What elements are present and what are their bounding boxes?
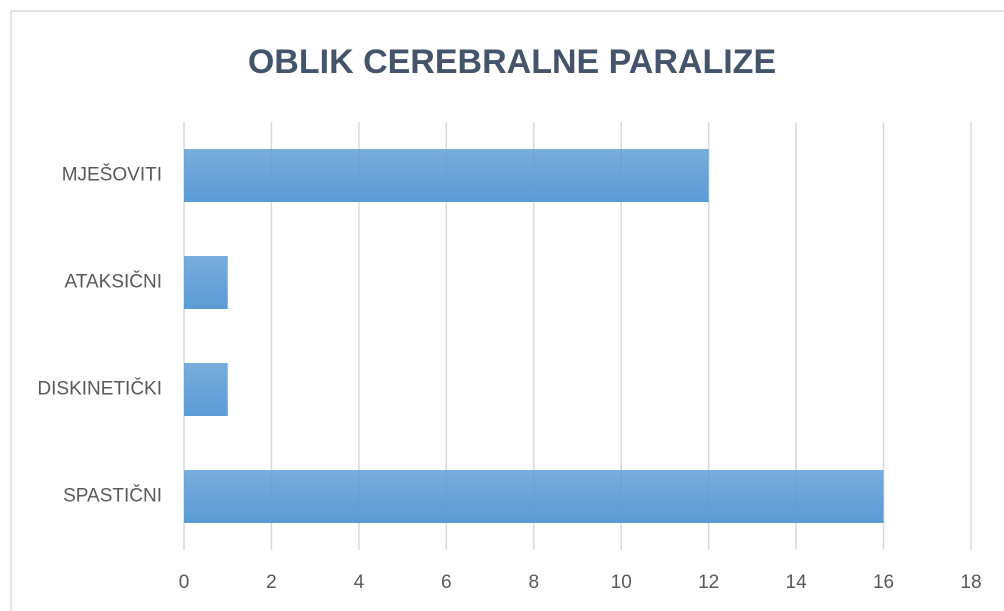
- y-tick-label: DISKINETIČKI: [37, 378, 162, 400]
- bar: [184, 256, 228, 309]
- x-tick-label: 18: [960, 572, 981, 593]
- x-tick-label: 4: [354, 572, 365, 593]
- x-tick-label: 12: [698, 572, 719, 593]
- y-tick-label: MJEŠOVITI: [62, 164, 162, 186]
- x-tick-label: 6: [441, 572, 452, 593]
- y-tick-label: SPASTIČNI: [63, 485, 162, 507]
- x-tick-label: 14: [786, 572, 808, 593]
- y-tick-label: ATAKSIČNI: [65, 271, 162, 293]
- x-tick-label: 2: [266, 572, 277, 593]
- bar: [184, 470, 884, 523]
- x-tick-label: 0: [179, 572, 190, 593]
- bar: [184, 363, 228, 416]
- x-tick-label: 8: [528, 572, 539, 593]
- x-tick-label: 10: [611, 572, 632, 593]
- chart-title: OBLIK CEREBRALNE PARALIZE: [248, 43, 776, 81]
- x-tick-label: 16: [873, 572, 894, 593]
- bar: [184, 149, 709, 202]
